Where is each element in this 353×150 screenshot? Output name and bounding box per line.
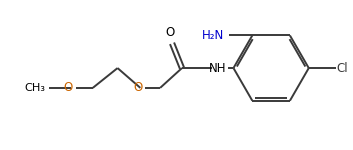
Text: O: O	[64, 81, 73, 94]
Text: H₂N: H₂N	[202, 29, 225, 42]
Text: Cl: Cl	[336, 61, 348, 75]
Text: O: O	[133, 81, 142, 94]
Text: NH: NH	[209, 61, 227, 75]
Text: O: O	[166, 26, 175, 39]
Text: CH₃: CH₃	[24, 83, 45, 93]
